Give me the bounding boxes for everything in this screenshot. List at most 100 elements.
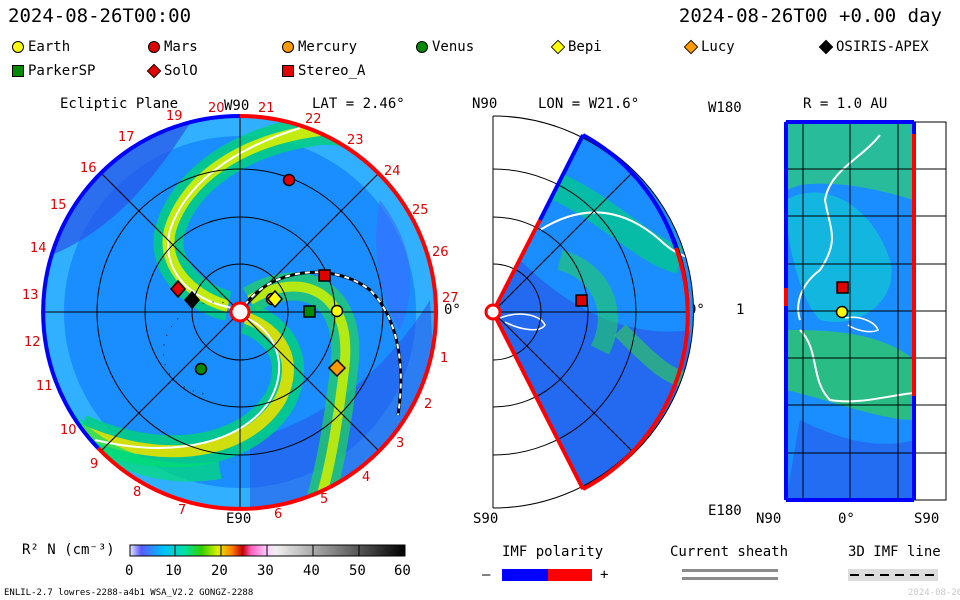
colorbar-tick: 10: [165, 563, 182, 579]
carrington-tick: 4: [362, 470, 370, 485]
legend-item-bepi: Bepi: [550, 39, 602, 55]
stereo-a-marker-icon: [575, 294, 588, 307]
carrington-tick: 10: [60, 423, 77, 438]
imf-line-legend: [848, 569, 938, 581]
colorbar-tick: 40: [303, 563, 320, 579]
meridional-top-label: N90: [472, 96, 498, 112]
legend-label: SolO: [164, 63, 198, 79]
legend-item-osiris-apex: OSIRIS-APEX: [818, 39, 929, 55]
legend-label: Bepi: [568, 39, 602, 55]
carrington-tick: 3: [396, 436, 404, 451]
carrington-tick: 23: [347, 133, 364, 148]
meridional-panel: [484, 115, 695, 509]
venus-marker-icon: [194, 362, 208, 376]
carrington-tick: 13: [22, 288, 39, 303]
legend-label: Stereo_A: [298, 63, 366, 79]
imf-polarity-plus: +: [600, 567, 609, 583]
colorbar: [129, 544, 406, 557]
mars-marker-icon: [282, 173, 296, 187]
legend-item-lucy: Lucy: [683, 39, 735, 55]
carrington-tick: 17: [118, 130, 135, 145]
ecliptic-lat-label: LAT = 2.46°: [312, 96, 405, 112]
stereo-a-marker-icon: [282, 65, 294, 77]
ecliptic-bottom-label: E90: [226, 511, 252, 527]
latlon-top-left-label: W180: [708, 100, 742, 116]
legend-item-mars: Mars: [148, 39, 198, 55]
legend-item-venus: Venus: [416, 39, 474, 55]
carrington-tick: 21: [258, 101, 275, 116]
ecliptic-right-label: 0°: [444, 302, 461, 318]
legend-label: Mars: [164, 39, 198, 55]
osiris-apex-marker-icon: [184, 290, 200, 310]
earth-marker-icon: [330, 304, 344, 318]
lucy-marker-icon: [327, 358, 347, 378]
parkersp-marker-icon: [12, 65, 24, 77]
carrington-tick: 24: [384, 164, 401, 179]
colorbar-tick: 20: [211, 563, 228, 579]
carrington-tick: 2: [424, 397, 432, 412]
sun-icon: [484, 303, 502, 321]
ecliptic-bodies: [170, 173, 347, 378]
latlon-bottom-left-label: E180: [708, 503, 742, 519]
stereo-a-marker-icon: [318, 269, 331, 282]
ecliptic-title: Ecliptic Plane: [60, 96, 179, 112]
footer-model-info: ENLIL-2.7 lowres-2288-a4b1 WSA_V2.2 GONG…: [4, 588, 254, 598]
carrington-tick: 27: [442, 291, 459, 306]
current-sheath-legend: [682, 569, 778, 580]
legend-label: Venus: [432, 39, 475, 55]
colorbar-tick: 60: [394, 563, 411, 579]
carrington-tick: 22: [305, 112, 322, 127]
legend-label: Lucy: [701, 39, 735, 55]
carrington-tick: 14: [30, 241, 47, 256]
carrington-tick: 25: [412, 203, 429, 218]
earth-marker-icon: [12, 41, 24, 53]
solo-marker-icon: [170, 279, 186, 299]
carrington-tick: 19: [166, 109, 183, 124]
imf-line-title: 3D IMF line: [848, 544, 941, 560]
legend-label: ParkerSP: [28, 63, 96, 79]
mercury-marker-icon: [282, 41, 294, 53]
latlon-axis-s90: S90: [914, 511, 940, 527]
footer-date: 2024-08-26: [908, 588, 960, 598]
carrington-tick: 11: [36, 379, 53, 394]
carrington-tick: 15: [50, 198, 67, 213]
colorbar-label: R² N (cm⁻³): [22, 542, 115, 558]
sun-icon: [229, 301, 251, 323]
carrington-tick: 16: [80, 161, 97, 176]
carrington-tick: 7: [178, 503, 186, 518]
legend-item-mercury: Mercury: [282, 39, 357, 55]
carrington-tick: 5: [320, 492, 328, 507]
imf-polarity-minus: –: [482, 567, 491, 583]
carrington-tick: 6: [274, 507, 282, 522]
carrington-tick: 1: [440, 351, 448, 366]
ecliptic-panel: [41, 113, 439, 511]
carrington-tick: 9: [90, 457, 98, 472]
carrington-tick: 12: [24, 335, 41, 350]
latlon-axis-n90: N90: [756, 511, 782, 527]
carrington-tick: 20: [208, 101, 225, 116]
stereo-a-marker-icon: [836, 281, 849, 294]
bepi-marker-icon: [267, 289, 283, 309]
colorbar-tick: 0: [125, 563, 134, 579]
venus-marker-icon: [416, 41, 428, 53]
carrington-labels: 19 20 21 22 23 24 25 26 27 1 2 3 4 5 6 7…: [22, 101, 459, 522]
imf-polarity-bar: [502, 569, 592, 581]
ecliptic-top-label: W90: [224, 98, 250, 114]
legend-item-earth: Earth: [12, 39, 70, 55]
colorbar-tick: 50: [349, 563, 366, 579]
meridional-lon-label: LON = W21.6°: [538, 96, 640, 112]
header-left-time: 2024-08-26T00:00: [8, 5, 192, 27]
legend-label: Earth: [28, 39, 71, 55]
legend-item-solo: SolO: [146, 63, 198, 79]
latlon-panel: [784, 120, 947, 502]
header-right-time: 2024-08-26T00 +0.00 day: [678, 5, 942, 27]
carrington-tick: 26: [432, 245, 449, 260]
legend-item-stereo-a: Stereo_A: [282, 63, 365, 79]
parkersp-marker-icon: [303, 305, 316, 318]
legend-label: OSIRIS-APEX: [836, 39, 929, 55]
carrington-tick: 8: [133, 485, 141, 500]
earth-marker-icon: [835, 305, 849, 319]
latlon-axis-0: 0°: [838, 511, 855, 527]
colorbar-tick: 30: [257, 563, 274, 579]
